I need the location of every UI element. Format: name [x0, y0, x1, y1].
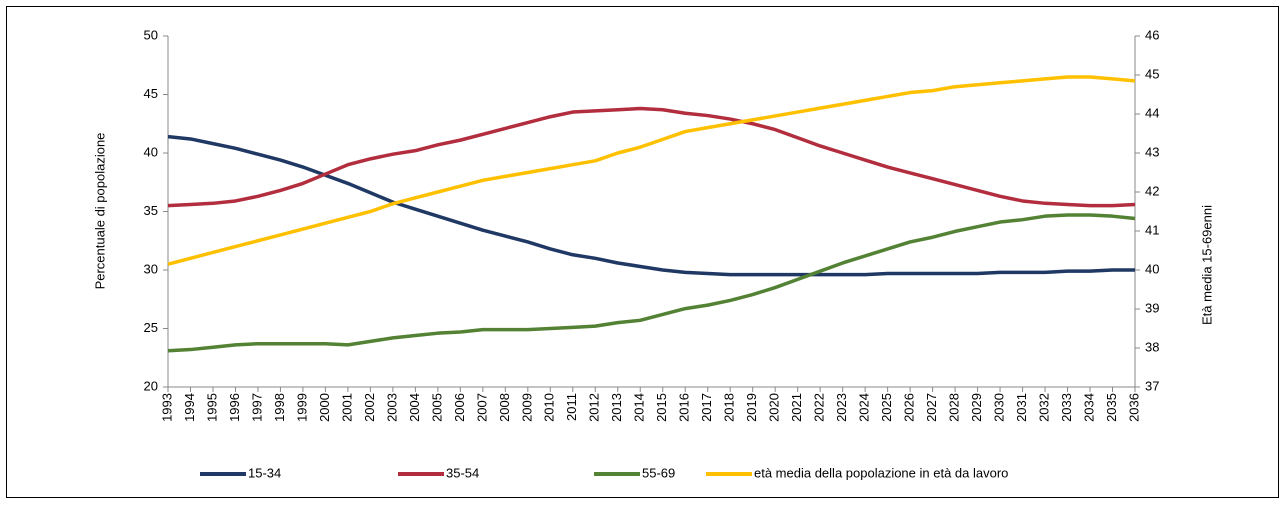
legend-label: 55-69 [642, 465, 675, 480]
series-line [167, 213, 1136, 353]
x-tick-label: 2015 [654, 393, 669, 422]
y2-axis-label: Età media 15-69enni [1199, 205, 1214, 325]
y2-tick-label: 41 [1145, 222, 1159, 237]
x-tick-label: 2002 [362, 393, 377, 422]
y2-tick-label: 40 [1145, 261, 1159, 276]
x-tick-label: 1997 [249, 393, 264, 422]
y2-tick-label: 43 [1145, 144, 1159, 159]
legend-label: 15-34 [248, 465, 281, 480]
x-tick-label: 2013 [609, 393, 624, 422]
x-tick-label: 2017 [699, 393, 714, 422]
x-tick-label: 2024 [857, 393, 872, 422]
y-tick-label: 50 [144, 27, 158, 42]
x-tick-label: 1993 [159, 393, 174, 422]
x-tick-label: 2001 [339, 393, 354, 422]
x-tick-label: 2034 [1081, 393, 1096, 422]
x-tick-label: 2008 [497, 393, 512, 422]
legend-label: 35-54 [446, 465, 479, 480]
x-tick-label: 2004 [407, 393, 422, 422]
x-tick-label: 2029 [969, 393, 984, 422]
y-tick-label: 30 [144, 261, 158, 276]
x-tick-label: 2028 [947, 393, 962, 422]
legend-label: età media della popolazione in età da la… [754, 465, 1008, 480]
x-tick-label: 2025 [879, 393, 894, 422]
x-tick-label: 2009 [519, 393, 534, 422]
x-tick-label: 1996 [227, 393, 242, 422]
x-tick-label: 2006 [452, 393, 467, 422]
x-tick-label: 1994 [182, 393, 197, 422]
x-tick-label: 2026 [902, 393, 917, 422]
y2-tick-label: 39 [1145, 300, 1159, 315]
y2-tick-label: 44 [1145, 105, 1159, 120]
x-tick-label: 2012 [587, 393, 602, 422]
x-tick-label: 2019 [744, 393, 759, 422]
x-tick-label: 1995 [204, 393, 219, 422]
x-tick-label: 2027 [924, 393, 939, 422]
x-tick-label: 2032 [1036, 393, 1051, 422]
x-tick-label: 2022 [812, 393, 827, 422]
x-tick-label: 2020 [767, 393, 782, 422]
y-tick-label: 35 [144, 203, 158, 218]
y2-tick-label: 45 [1145, 66, 1159, 81]
frame [6, 6, 1279, 498]
x-tick-label: 2007 [474, 393, 489, 422]
x-tick-label: 2003 [384, 393, 399, 422]
x-tick-label: 2000 [317, 393, 332, 422]
x-tick-label: 2033 [1059, 393, 1074, 422]
x-tick-label: 2021 [789, 393, 804, 422]
x-tick-label: 2005 [429, 393, 444, 422]
y-axis-label: Percentuale di popolazione [92, 133, 107, 290]
y2-tick-label: 42 [1145, 183, 1159, 198]
x-tick-label: 2030 [992, 393, 1007, 422]
series-line [167, 75, 1136, 266]
x-tick-label: 2016 [677, 393, 692, 422]
y2-tick-label: 46 [1145, 27, 1159, 42]
x-tick-label: 2011 [564, 393, 579, 421]
x-tick-label: 2014 [632, 393, 647, 422]
x-tick-label: 2036 [1126, 393, 1141, 422]
x-tick-label: 2035 [1104, 393, 1119, 422]
series-line [167, 106, 1136, 208]
y-tick-label: 25 [144, 320, 158, 335]
y-tick-label: 45 [144, 86, 158, 101]
y-tick-label: 40 [144, 144, 158, 159]
x-tick-label: 1999 [294, 393, 309, 422]
series-line [167, 134, 1135, 277]
x-tick-label: 2031 [1014, 393, 1029, 422]
y-tick-label: 20 [144, 378, 158, 393]
x-tick-label: 1998 [272, 393, 287, 422]
y2-tick-label: 37 [1145, 378, 1159, 393]
x-tick-label: 2018 [722, 393, 737, 422]
x-tick-label: 2023 [834, 393, 849, 422]
x-tick-label: 2010 [542, 393, 557, 422]
y2-tick-label: 38 [1145, 339, 1159, 354]
